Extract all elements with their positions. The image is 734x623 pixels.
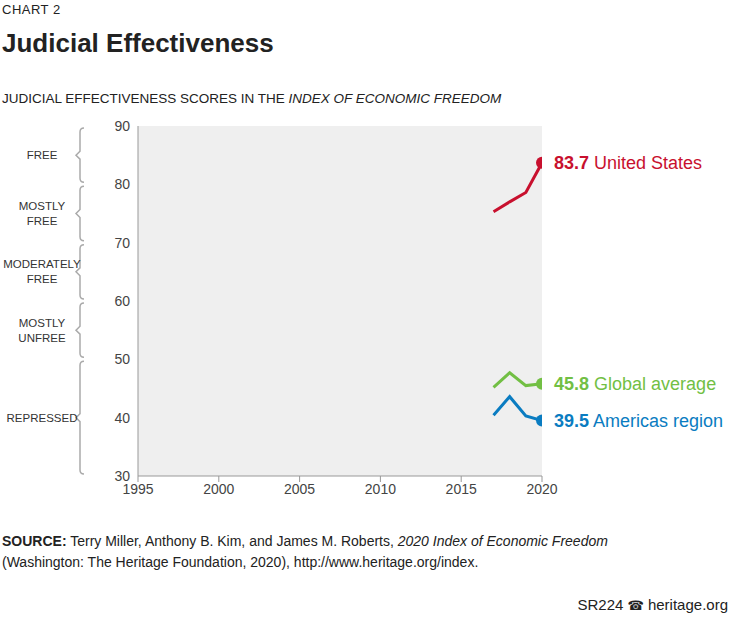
svg-text:83.7 United States: 83.7 United States	[554, 153, 702, 173]
svg-text:39.5 Americas region: 39.5 Americas region	[554, 411, 723, 431]
svg-text:1995: 1995	[122, 480, 154, 497]
svg-text:2015: 2015	[446, 481, 477, 497]
svg-text:FREE: FREE	[27, 149, 58, 161]
svg-text:70: 70	[114, 235, 130, 251]
html-text:SOURCE: Terry Miller, Anthony: SOURCE: Terry Miller, Anthony B. Kim, an…	[2, 533, 608, 549]
svg-text:2005: 2005	[284, 481, 315, 497]
html-text:SR224 ☎ heritage.org: SR224 ☎ heritage.org	[577, 596, 728, 613]
html-text:JUDICIAL EFFECTIVENESS SCORES: JUDICIAL EFFECTIVENESS SCORES IN THE IND…	[2, 91, 502, 106]
svg-text:2020: 2020	[526, 481, 557, 497]
svg-text:80: 80	[114, 176, 130, 192]
svg-text:MODERATELYFREE: MODERATELYFREE	[8, 258, 81, 285]
svg-text:2000: 2000	[203, 481, 234, 497]
svg-text:45.8 Global average: 45.8 Global average	[554, 374, 716, 394]
svg-text:90: 90	[114, 118, 130, 134]
svg-text:MOSTLYUNFREE: MOSTLYUNFREE	[18, 317, 66, 344]
html-text:CHART 2: CHART 2	[2, 2, 61, 17]
html-text:Judicial Effectiveness: Judicial Effectiveness	[2, 28, 274, 58]
svg-text:REPRESSED: REPRESSED	[8, 412, 77, 424]
svg-text:MOSTLYFREE: MOSTLYFREE	[19, 200, 66, 227]
svg-text:2010: 2010	[365, 481, 396, 497]
html-text:(Washington: The Heritage Foun: (Washington: The Heritage Foundation, 20…	[2, 554, 479, 570]
svg-text:60: 60	[114, 293, 130, 309]
svg-text:30: 30	[114, 468, 130, 484]
svg-text:50: 50	[114, 351, 130, 367]
svg-text:40: 40	[114, 410, 130, 426]
